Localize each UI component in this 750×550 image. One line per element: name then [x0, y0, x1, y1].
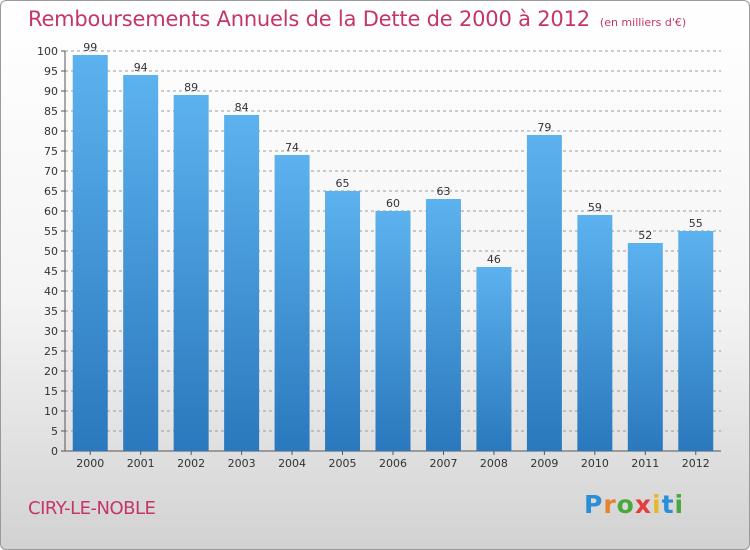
data-label: 52 — [638, 229, 652, 242]
bar — [678, 231, 714, 451]
data-label: 89 — [184, 81, 198, 94]
x-tick-label: 2006 — [379, 457, 407, 470]
logo-letter: x — [634, 490, 652, 519]
bar — [627, 243, 663, 451]
y-tick-label: 85 — [44, 105, 58, 118]
bar — [72, 55, 108, 451]
data-label: 60 — [386, 197, 400, 210]
bar — [123, 75, 159, 451]
bar — [325, 191, 361, 451]
y-tick-label: 0 — [51, 445, 58, 458]
logo-letter: i — [652, 490, 662, 519]
y-tick-label: 5 — [51, 425, 58, 438]
logo-letter: t — [661, 490, 675, 519]
x-tick-label: 2009 — [530, 457, 558, 470]
x-tick-label: 2002 — [177, 457, 205, 470]
label-layer: 2000 99 2001 94 2002 89 2003 84 2004 74 2005 65 2006… — [76, 41, 710, 470]
data-label: 65 — [336, 177, 350, 190]
bar — [425, 199, 461, 451]
bar — [224, 115, 260, 451]
bar — [476, 267, 512, 451]
x-tick-label: 2007 — [429, 457, 457, 470]
y-tick-label: 25 — [44, 345, 58, 358]
y-tick-label: 35 — [44, 305, 58, 318]
chart-subtitle: (en milliers d'€) — [599, 16, 687, 29]
data-label: 79 — [537, 121, 551, 134]
data-label: 94 — [134, 61, 148, 74]
bar — [274, 155, 310, 451]
logo-letter: r — [603, 490, 617, 519]
y-tick-label: 100 — [37, 45, 58, 58]
data-label: 55 — [689, 217, 703, 230]
x-tick-label: 2010 — [581, 457, 609, 470]
x-tick-label: 2008 — [480, 457, 508, 470]
data-label: 46 — [487, 253, 501, 266]
x-tick-label: 2004 — [278, 457, 306, 470]
y-tick-label: 70 — [44, 165, 58, 178]
y-tick-label: 40 — [44, 285, 58, 298]
data-label: 74 — [285, 141, 299, 154]
y-tick-label: 75 — [44, 145, 58, 158]
y-tick-label: 55 — [44, 225, 58, 238]
bar — [526, 135, 562, 451]
data-label: 84 — [235, 101, 249, 114]
bar — [375, 211, 411, 451]
y-tick-label: 30 — [44, 325, 58, 338]
chart-title: Remboursements Annuels de la Dette de 20… — [28, 7, 590, 31]
y-tick-label: 50 — [44, 245, 58, 258]
data-label: 59 — [588, 201, 602, 214]
bar-layer — [72, 55, 714, 451]
x-tick-label: 2005 — [329, 457, 357, 470]
town-name: CIRY-LE-NOBLE — [28, 498, 156, 519]
x-tick-label: 2011 — [631, 457, 659, 470]
title-row: Remboursements Annuels de la Dette de 20… — [28, 7, 686, 31]
y-tick-label: 15 — [44, 385, 58, 398]
logo-letter: P — [584, 490, 604, 519]
bar — [577, 215, 613, 451]
x-tick-label: 2012 — [682, 457, 710, 470]
x-tick-label: 2001 — [127, 457, 155, 470]
bar — [173, 95, 209, 451]
y-tick-label: 45 — [44, 265, 58, 278]
y-tick-label: 90 — [44, 85, 58, 98]
x-tick-label: 2003 — [228, 457, 256, 470]
y-tick-label: 65 — [44, 185, 58, 198]
y-tick-label: 60 — [44, 205, 58, 218]
data-label: 63 — [436, 185, 450, 198]
logo-letter: i — [674, 490, 685, 519]
y-tick-label: 80 — [44, 125, 58, 138]
y-tick-label: 10 — [44, 405, 58, 418]
data-label: 99 — [83, 41, 97, 54]
logo-letter: o — [616, 490, 635, 519]
proxiti-logo: Proxiti — [584, 490, 684, 519]
y-tick-label: 20 — [44, 365, 58, 378]
x-tick-label: 2000 — [76, 457, 104, 470]
y-tick-label: 95 — [44, 65, 58, 78]
